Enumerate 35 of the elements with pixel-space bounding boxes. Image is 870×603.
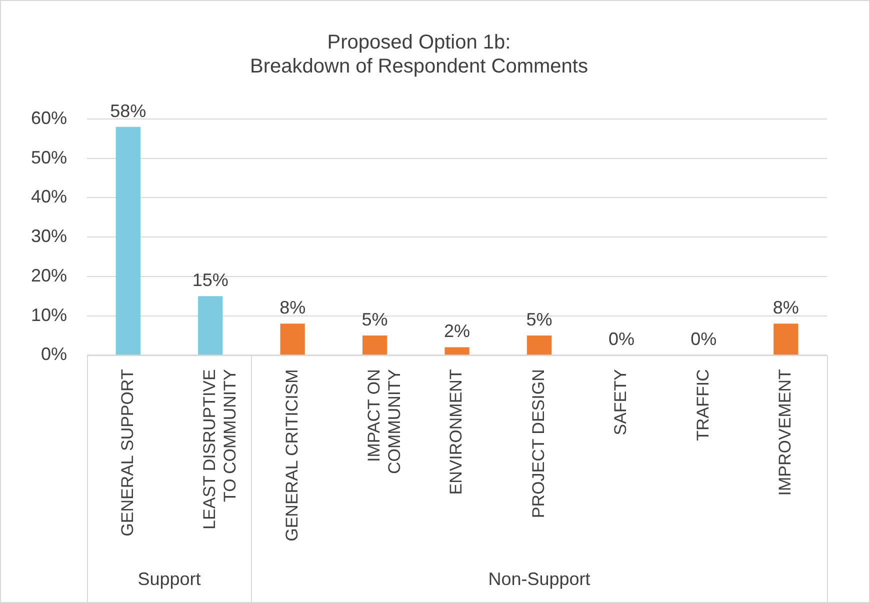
bar (280, 324, 305, 355)
bar (526, 335, 552, 355)
y-tick-label: 0% (41, 344, 68, 364)
data-label: 8% (280, 298, 306, 318)
y-tick-label: 20% (30, 265, 68, 286)
y-tick-label: 50% (30, 147, 68, 168)
data-label: 2% (444, 321, 470, 342)
bar (198, 296, 223, 355)
data-label: 5% (526, 309, 552, 330)
x-tick-label: IMPROVEMENT (776, 369, 795, 496)
text: Non-Support (488, 568, 590, 589)
bar (116, 126, 140, 355)
chart-title: Proposed Option 1b: Breakdown of Respondent Comments (250, 32, 588, 78)
y-tick-label: 40% (30, 186, 68, 207)
x-tick-label: PROJECT DESIGN (528, 369, 548, 518)
data-label: 0% (608, 329, 634, 350)
data-label: 8% (772, 298, 799, 318)
data-label: 58% (110, 100, 146, 121)
data-label: 15% (192, 270, 228, 290)
bar (362, 335, 388, 355)
data-label: 5% (362, 309, 388, 330)
x-tick-label: IMPACT ON COMMUNITY (364, 369, 404, 474)
y-tick-label: 10% (30, 304, 68, 325)
x-tick-label: LEAST DISRUPTIVE TO COMMUNITY (200, 369, 240, 530)
data-label: 0% (690, 329, 717, 350)
x-tick-label: TRAFFIC (693, 369, 712, 441)
x-tick-label: ENVIRONMENT (446, 369, 466, 495)
y-tick-label: 60% (30, 108, 68, 128)
x-tick-label: SAFETY (611, 369, 630, 436)
bar (774, 324, 798, 355)
bar (444, 347, 470, 355)
y-tick-label: 30% (30, 226, 68, 246)
text: Support (138, 568, 201, 589)
x-tick-label: GENERAL SUPPORT (118, 369, 137, 536)
x-tick-label: GENERAL CRITICISM (282, 369, 302, 542)
